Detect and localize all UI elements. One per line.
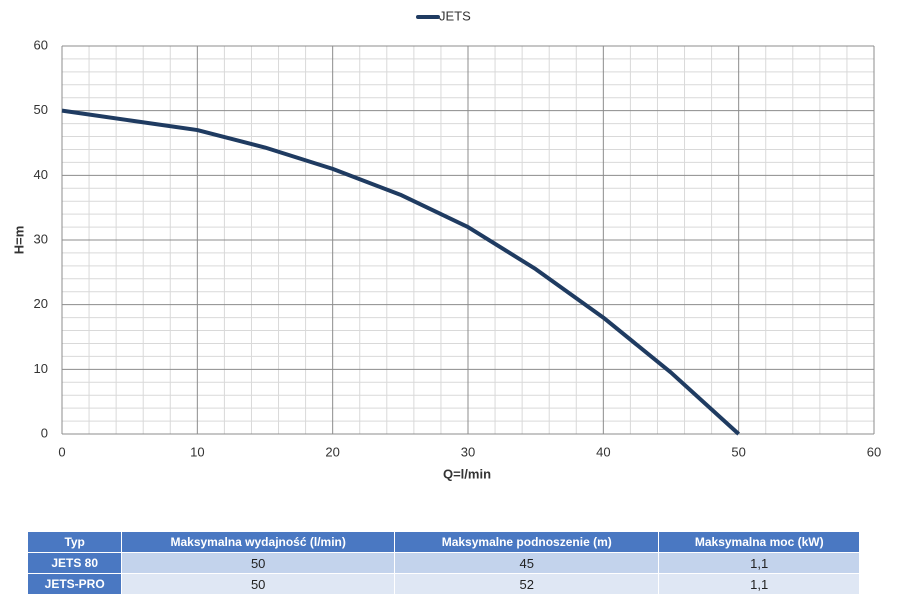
table-cell: 50 [121,573,396,595]
x-tick-label: 40 [596,444,610,459]
header-cell: Maksymalna moc (kW) [658,531,860,553]
y-tick-label: 10 [34,361,48,376]
x-tick-label: 20 [325,444,339,459]
y-tick-label: 60 [34,37,48,52]
table-cell: JETS-PRO [26,573,123,595]
y-tick-label: 30 [34,231,48,246]
table-cell: JETS 80 [26,552,123,574]
table-cell: 52 [394,573,660,595]
legend-label: JETS [439,8,471,23]
header-cell: Maksymalna wydajność (l/min) [121,531,396,553]
data-line [61,108,741,436]
x-axis-label: Q=l/min [443,466,491,481]
header-cell: Maksymalne podnoszenie (m) [394,531,660,553]
spec-table: Typ Maksymalna wydajność (l/min) Maksymaln… [26,531,860,595]
table-cell: 50 [121,552,396,574]
y-tick-label: 20 [34,296,48,311]
x-tick-label: 60 [867,444,881,459]
table-cell: 1,1 [658,573,860,595]
y-tick-label: 0 [41,425,48,440]
x-tick-label: 50 [731,444,745,459]
y-tick-label: 50 [34,102,48,117]
y-axis-label: H=m [11,226,26,255]
table-cell: 45 [394,552,660,574]
x-tick-label: 0 [58,444,65,459]
header-row: Typ Maksymalna wydajność (l/min) Maksymaln… [26,531,860,553]
table-row: JETS 80 50 45 1,1 [26,552,860,574]
chart: H=m Q=l/min 0 10 20 30 40 50 60 0 10 20 30 40 50 60 JE… [11,8,881,481]
x-tick-label: 10 [190,444,204,459]
header-cell: Typ [26,531,123,553]
y-tick-label: 40 [34,167,48,182]
x-tick-label: 30 [461,444,475,459]
table-cell: 1,1 [658,552,860,574]
table-row: JETS-PRO 50 52 1,1 [26,573,860,595]
